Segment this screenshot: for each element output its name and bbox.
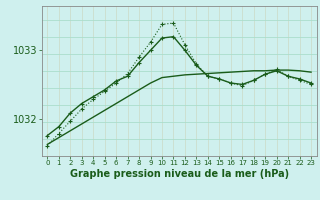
X-axis label: Graphe pression niveau de la mer (hPa): Graphe pression niveau de la mer (hPa): [70, 169, 289, 179]
